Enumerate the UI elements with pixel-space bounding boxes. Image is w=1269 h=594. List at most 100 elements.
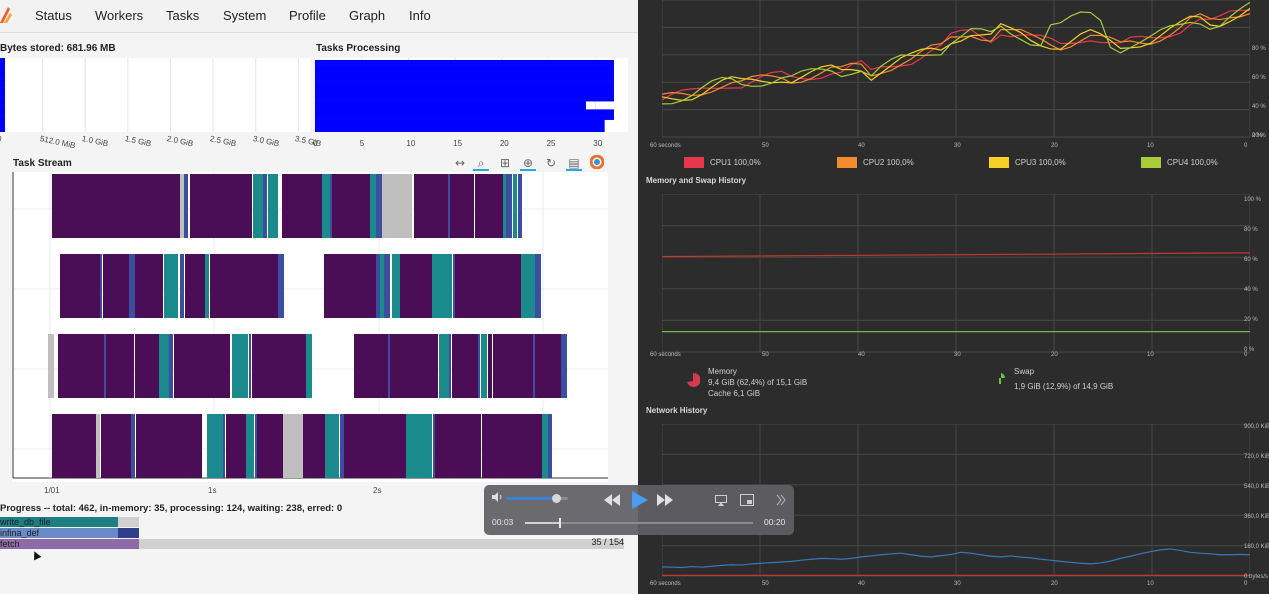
cpu-legend-swatch: [989, 157, 1009, 168]
volume-knob[interactable]: [551, 494, 561, 503]
memory-bar: [0, 121, 5, 124]
task-block: [48, 334, 54, 398]
memory-bar: [0, 104, 5, 107]
memory-bar: [0, 77, 5, 80]
rewind-icon[interactable]: [604, 494, 620, 506]
mem-x-tick: 10: [1147, 352, 1154, 358]
memory-detail: 9,4 GiB (62,4%) of 15,1 GiB: [708, 378, 808, 387]
task-block: [103, 254, 129, 318]
pan-tool-icon[interactable]: ↔: [454, 156, 466, 170]
nav-graph[interactable]: Graph: [349, 8, 386, 23]
volume-icon[interactable]: [492, 492, 504, 502]
nav-status[interactable]: Status: [35, 8, 72, 23]
task-block: [535, 254, 541, 318]
task-block: [257, 414, 283, 478]
memory-bar: [0, 98, 5, 101]
nav-tasks[interactable]: Tasks: [166, 8, 200, 23]
bokeh-logo-icon[interactable]: [590, 155, 604, 169]
task-block: [100, 254, 102, 318]
processing-bar: [315, 76, 614, 79]
processing-bar: [315, 84, 614, 88]
memory-bar: [0, 83, 5, 86]
task-block: [185, 254, 205, 318]
processing-bar: [315, 62, 614, 65]
task-block: [344, 414, 406, 478]
task-block: [388, 334, 390, 398]
task-block: [325, 414, 339, 478]
progress-bar-fill: [0, 528, 119, 538]
task-block: [481, 334, 487, 398]
reset-icon[interactable]: ↻: [545, 156, 557, 170]
seek-handle[interactable]: [559, 518, 562, 528]
task-block: [249, 334, 251, 398]
processing-tick: 20: [499, 139, 509, 148]
processing-bar: [315, 68, 614, 71]
more-options-icon[interactable]: [776, 494, 786, 506]
task-block: [164, 254, 178, 318]
progress-bar-label: write_db_file: [0, 517, 51, 527]
wheel-zoom-icon[interactable]: ⊕: [520, 155, 536, 171]
bytes-tick: 2.0 GiB: [166, 134, 195, 149]
memory-bar: [0, 66, 5, 69]
memory-bar: [0, 60, 5, 63]
memory-bar: [0, 72, 5, 76]
volume-slider[interactable]: [506, 494, 568, 503]
net-x-tick: 0: [1244, 581, 1248, 587]
play-icon[interactable]: [631, 490, 649, 510]
memory-bar: [0, 64, 5, 67]
cpu-legend-label: CPU1 100,0%: [710, 158, 761, 167]
task-block: [450, 174, 474, 238]
mem-x-tick: 30: [954, 352, 961, 358]
task-block: [533, 334, 535, 398]
task-block: [60, 254, 100, 318]
mem-x-tick: 50: [762, 352, 769, 358]
nav-profile[interactable]: Profile: [289, 8, 326, 23]
cpu-history-chart: [662, 0, 1250, 138]
total-time: 00:20: [764, 517, 786, 527]
task-block: [268, 174, 278, 238]
task-block: [449, 334, 451, 398]
task-block: [392, 254, 400, 318]
progress-bar-track: [0, 539, 624, 549]
nav-workers[interactable]: Workers: [95, 8, 144, 23]
memory-history-chart: [662, 194, 1250, 353]
task-block: [184, 174, 188, 238]
net-y-tick: 360,0 KiB/s: [1244, 514, 1269, 520]
zoom-tool-icon[interactable]: ⌕: [473, 155, 489, 171]
task-block: [453, 254, 455, 318]
task-block: [506, 174, 512, 238]
memory-bar: [0, 106, 5, 110]
task-block: [169, 334, 173, 398]
bytes-tick: 512.0 MiB: [38, 134, 76, 151]
save-icon[interactable]: ▤: [566, 155, 582, 171]
memory-bar: [0, 129, 5, 132]
task-block: [400, 254, 432, 318]
nav-system[interactable]: System: [223, 8, 267, 23]
swap-pie-icon: [999, 373, 1006, 384]
task-block: [324, 254, 376, 318]
box-zoom-icon[interactable]: ⊞: [499, 156, 511, 170]
airplay-icon[interactable]: [715, 495, 727, 506]
cpu-legend-label: CPU3 100,0%: [1015, 158, 1066, 167]
task-block: [135, 334, 159, 398]
seek-bar[interactable]: [525, 518, 753, 528]
mem-x-tick: 60 seconds: [650, 352, 681, 358]
cpu-x-tick: 60 seconds: [650, 143, 681, 149]
task-block: [306, 334, 312, 398]
task-block: [303, 414, 325, 478]
processing-bar: [315, 74, 614, 77]
fast-forward-icon[interactable]: [657, 494, 673, 506]
cpu-legend-label: CPU4 100,0%: [1167, 158, 1218, 167]
dask-dashboard: Status Workers Tasks System Profile Grap…: [0, 0, 638, 594]
processing-bar: [315, 105, 586, 108]
cpu-y-tick: 0 %: [1252, 133, 1263, 139]
task-block: [340, 414, 344, 478]
task-block: [190, 174, 252, 238]
dask-logo-icon[interactable]: [0, 5, 12, 25]
processing-bar: [315, 86, 614, 90]
memory-bar: [0, 110, 5, 114]
picture-in-picture-icon[interactable]: [740, 494, 754, 506]
memory-bar: [0, 68, 5, 71]
nav-info[interactable]: Info: [409, 8, 431, 23]
network-title: Network History: [646, 406, 708, 415]
